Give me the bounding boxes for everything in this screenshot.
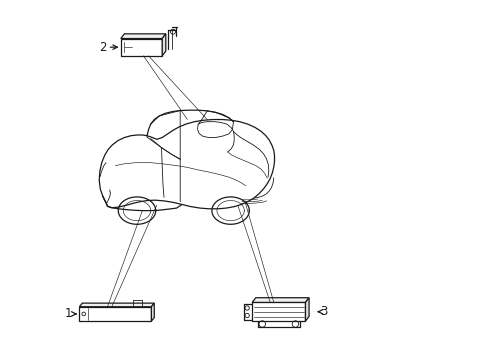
Polygon shape [151,303,154,321]
Polygon shape [162,34,166,56]
Polygon shape [79,303,154,307]
Polygon shape [252,298,309,302]
Polygon shape [121,34,166,39]
Polygon shape [252,302,305,321]
Text: 3: 3 [320,305,328,318]
Text: 2: 2 [99,41,106,54]
Polygon shape [79,307,151,321]
Polygon shape [121,39,162,56]
Text: 1: 1 [65,307,73,320]
Polygon shape [305,298,309,321]
